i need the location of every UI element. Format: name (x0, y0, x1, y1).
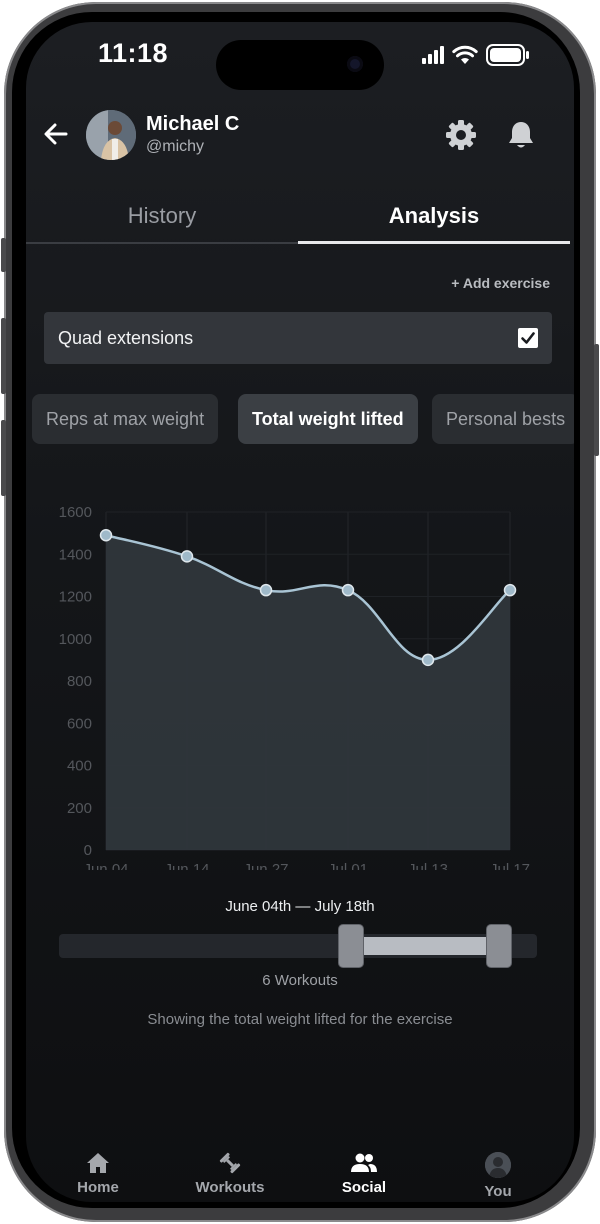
x-tick-label: Jul 01 (328, 861, 368, 870)
nav-workouts[interactable]: Workouts (170, 1152, 290, 1196)
status-icons (422, 44, 530, 66)
battery-icon (486, 44, 529, 66)
chart-area-fill (106, 535, 510, 850)
y-tick-label: 200 (67, 800, 92, 817)
back-button[interactable] (40, 118, 72, 150)
date-range-selection (350, 937, 499, 955)
chart-data-point (341, 583, 355, 597)
user-name: Michael C (146, 113, 240, 135)
checkmark-icon (521, 332, 535, 344)
app-screen: 11:18 Michael C @michy (26, 22, 574, 1202)
chart-data-point (259, 583, 273, 597)
total-weight-chart: 0 200 400 600 800 1000 1200 1400 1600 Jun 04 Jun 1… (59, 504, 530, 878)
y-tick-label: 1000 (59, 631, 92, 648)
date-range-label: June 04th — July 18th (225, 898, 375, 915)
wifi-icon (452, 45, 478, 64)
y-tick-label: 1600 (59, 504, 92, 521)
mute-switch (1, 238, 6, 272)
chart-description: Showing the total weight lifted for the … (147, 1011, 453, 1028)
dumbbell-icon (219, 1152, 241, 1174)
nav-you-label: You (484, 1183, 512, 1200)
bell-icon (509, 122, 533, 148)
y-tick-label: 800 (67, 673, 92, 690)
exercise-checkbox[interactable] (518, 328, 538, 348)
settings-button[interactable] (444, 118, 478, 152)
camera-icon (347, 56, 363, 72)
gear-icon (446, 120, 476, 150)
add-exercise-button[interactable]: + Add exercise (451, 275, 550, 291)
x-tick-label: Jul 17 (490, 861, 530, 870)
chart-data-point (503, 583, 517, 597)
profile-avatar-image (485, 1152, 511, 1178)
x-tick-label: Jun 04 (83, 861, 128, 870)
nav-home-label: Home (77, 1179, 119, 1196)
chip-total-weight-lifted[interactable]: Total weight lifted (238, 394, 418, 444)
x-tick-label: Jun 14 (164, 861, 209, 870)
volume-up-button (1, 318, 6, 394)
avatar[interactable] (86, 110, 136, 160)
range-start-handle[interactable] (338, 925, 363, 967)
user-handle: @michy (146, 138, 205, 155)
y-tick-label: 400 (67, 758, 92, 775)
y-tick-label: 600 (67, 715, 92, 732)
nav-social-label: Social (341, 1179, 387, 1196)
nav-workouts-label: Workouts (195, 1179, 265, 1196)
workouts-count: 6 Workouts (262, 972, 338, 989)
chart-data-point (421, 653, 435, 667)
exercise-name: Quad extensions (58, 327, 194, 348)
chart-data-point (99, 528, 113, 542)
y-tick-label: 1200 (59, 589, 92, 606)
nav-home[interactable]: Home (38, 1152, 158, 1196)
exercise-selector[interactable]: Quad extensions (44, 312, 552, 364)
nav-you-avatar (485, 1152, 511, 1178)
tab-analysis[interactable]: Analysis (298, 190, 570, 244)
people-icon (351, 1153, 377, 1172)
chip-reps-at-max-weight[interactable]: Reps at max weight (32, 394, 219, 444)
chart-area: 0 200 400 600 800 1000 1200 1400 1600 Jun 04 Jun 1… (26, 470, 574, 878)
status-time: 11:18 (98, 38, 169, 68)
x-tick-label: Jul 13 (408, 861, 448, 870)
tab-history[interactable]: History (26, 190, 298, 244)
power-button (594, 344, 599, 456)
cellular-signal-icon (422, 46, 444, 64)
y-tick-label: 1400 (59, 546, 92, 563)
home-icon (87, 1153, 109, 1173)
bottom-nav: Home Workouts Social (26, 1142, 574, 1202)
notifications-button[interactable] (504, 118, 538, 152)
x-tick-label: Jun 27 (243, 861, 288, 870)
nav-social[interactable]: Social (304, 1152, 424, 1196)
dynamic-island (216, 40, 384, 90)
arrow-left-icon (44, 123, 68, 145)
chart-data-point (180, 550, 194, 563)
nav-you[interactable]: You (438, 1152, 558, 1200)
avatar-image (86, 110, 136, 160)
volume-down-button (1, 420, 6, 496)
range-end-handle[interactable] (486, 925, 511, 967)
date-range-slider[interactable] (59, 925, 537, 967)
chip-personal-bests[interactable]: Personal bests (432, 394, 574, 444)
y-tick-label: 0 (84, 842, 92, 859)
